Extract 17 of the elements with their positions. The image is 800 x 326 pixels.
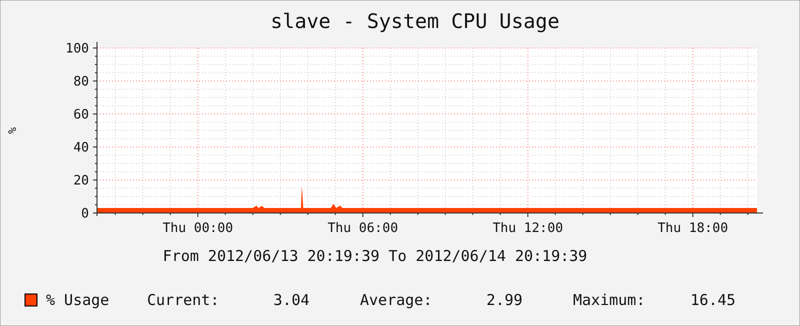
x-tick-label: Thu 06:00	[328, 221, 398, 236]
x-tick-label: Thu 00:00	[162, 221, 234, 236]
legend-label: % Usage	[46, 291, 110, 309]
y-tick-label: 80	[73, 74, 89, 90]
y-tick-label: 60	[73, 108, 89, 122]
text: Current: 3.04	[147, 291, 310, 309]
y-tick-label: 0	[81, 206, 89, 222]
text: Maximum: 16.45	[573, 291, 736, 309]
chart-title: slave - System CPU Usage	[270, 9, 560, 33]
text: Average: 2.99	[360, 291, 523, 309]
y-tick-label: 20	[73, 174, 89, 188]
y-tick-label: 100	[66, 42, 89, 56]
x-tick-label: Thu 12:00	[492, 221, 564, 236]
y-axis-title: %	[6, 126, 19, 134]
text: From 2012/06/13 20:19:39 To 2012/06/14 20:19:39	[162, 247, 588, 265]
y-tick-label: 40	[73, 140, 89, 156]
x-tick-label: Thu 18:00	[658, 221, 728, 236]
